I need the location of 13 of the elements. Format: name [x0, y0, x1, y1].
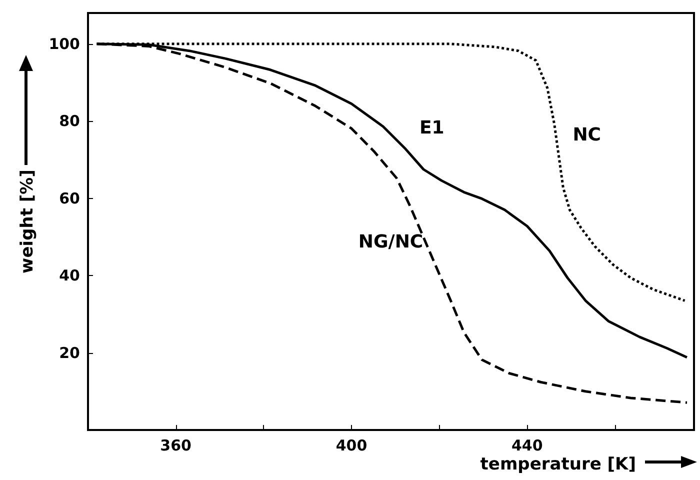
x-tick-label: 400 — [336, 436, 368, 454]
y-tick-label: 80 — [59, 112, 80, 130]
y-axis-title: weight [%] — [18, 170, 38, 274]
annotation: NC — [572, 124, 602, 146]
annotation: NG/NC — [358, 231, 424, 252]
y-tick-label: 60 — [59, 189, 80, 208]
x-tick-label: 360 — [160, 436, 192, 454]
y-tick-label: 100 — [48, 34, 80, 53]
annotation: E1 — [419, 117, 444, 138]
x-tick-label: 440 — [511, 436, 543, 454]
x-axis-title: temperature [K] — [480, 454, 636, 474]
y-tick-label: 40 — [59, 266, 80, 285]
y-tick-label: 20 — [59, 344, 80, 362]
